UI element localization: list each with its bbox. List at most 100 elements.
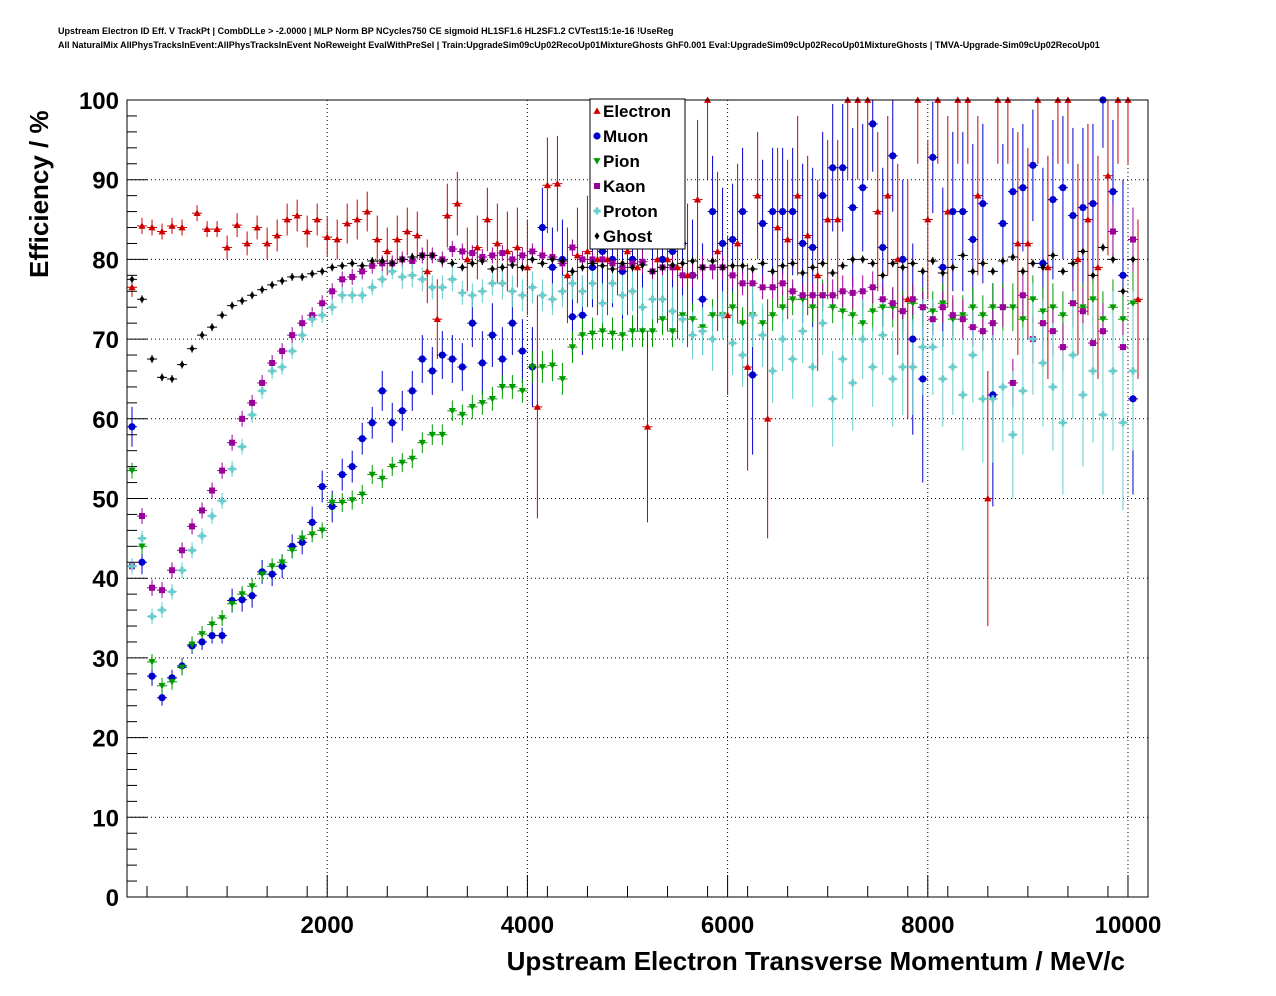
pion-point: [428, 431, 436, 439]
pion-point: [438, 431, 446, 439]
pion-point: [608, 330, 617, 338]
ghost-point: [740, 262, 746, 270]
y-tick-label: 100: [79, 88, 119, 115]
proton-point: [268, 367, 276, 375]
x-tick-label: 8000: [901, 912, 954, 939]
ghost-point: [920, 267, 926, 275]
muon-point: [588, 263, 597, 271]
ghost-point: [469, 259, 475, 267]
pion-point: [849, 312, 857, 319]
electron-point: [1094, 263, 1102, 271]
electron-point: [633, 263, 642, 271]
proton-point: [148, 612, 156, 621]
pion-point: [839, 308, 847, 315]
electron-point: [824, 215, 832, 223]
kaon-point: [589, 256, 596, 263]
kaon-point: [209, 487, 216, 494]
ghost-point: [670, 261, 676, 269]
legend-electron-marker: [593, 107, 601, 114]
electron-point: [794, 192, 802, 199]
ghost-point: [1020, 267, 1026, 275]
electron-point: [293, 211, 301, 219]
kaon-point: [139, 513, 146, 520]
muon-point: [128, 423, 136, 431]
ghost-point: [429, 251, 435, 260]
pion-point: [178, 664, 186, 672]
proton-point: [869, 363, 877, 371]
ghost-point: [539, 259, 545, 267]
electron-point: [283, 215, 291, 223]
kaon-point: [689, 272, 696, 279]
ghost-point: [589, 259, 595, 267]
ghost-point: [139, 295, 145, 303]
muon-point: [959, 207, 967, 216]
ghost-point: [229, 302, 235, 310]
muon-point: [969, 235, 977, 244]
pion-point: [358, 491, 366, 499]
ghost-point: [800, 269, 806, 277]
muon-point: [1079, 203, 1087, 212]
ghost-point: [329, 263, 335, 271]
ghost-point: [419, 251, 425, 260]
muon-point: [538, 223, 547, 232]
muon-point: [338, 470, 346, 479]
muon-point: [749, 371, 757, 379]
electron-point: [453, 200, 461, 207]
pion-point: [368, 471, 376, 479]
proton-point: [498, 279, 506, 287]
kaon-point: [1049, 328, 1056, 335]
muon-point: [488, 331, 496, 339]
electron-point: [138, 222, 146, 229]
kaon-point: [339, 276, 346, 283]
electron-point: [483, 215, 491, 223]
proton-point: [879, 331, 887, 339]
ghost-point: [479, 257, 485, 265]
ghost-point: [1080, 247, 1086, 256]
muon-point: [949, 207, 957, 216]
electron-point: [573, 251, 582, 259]
ghost-point: [940, 269, 946, 277]
pion-point: [268, 563, 276, 570]
proton-point: [819, 319, 827, 327]
pion-point: [518, 388, 526, 395]
kaon-point: [1019, 292, 1026, 299]
ghost-point: [910, 259, 916, 267]
pion-point: [378, 475, 386, 483]
pion-point: [478, 399, 486, 407]
muon-point: [909, 335, 917, 343]
kaon-point: [769, 284, 776, 291]
muon-point: [238, 596, 246, 604]
kaon-point: [319, 300, 326, 307]
ghost-point: [1030, 259, 1036, 267]
proton-point: [318, 311, 326, 319]
muon-point: [1059, 184, 1067, 192]
muon-point: [578, 311, 587, 319]
muon-point: [388, 419, 396, 427]
pion-point: [979, 312, 987, 319]
muon-point: [869, 120, 877, 128]
pion-point: [208, 621, 216, 629]
pion-point: [458, 411, 466, 419]
pion-point: [578, 332, 587, 339]
electron-point: [253, 223, 261, 231]
pion-point: [829, 304, 837, 311]
kaon-point: [359, 268, 366, 275]
proton-point: [328, 303, 336, 311]
proton-point: [248, 411, 256, 419]
legend: Electron Muon Pion Kaon Proton Ghost: [589, 98, 686, 250]
proton-point: [1069, 351, 1077, 359]
pion-point: [739, 320, 747, 327]
kaon-point: [959, 316, 966, 323]
proton-point: [608, 279, 617, 287]
kaon-point: [369, 262, 376, 269]
ghost-point: [129, 275, 135, 283]
y-tick-label: 80: [92, 247, 119, 274]
electron-point: [423, 267, 431, 275]
proton-point: [618, 291, 627, 299]
proton-point: [708, 335, 717, 343]
ghost-point: [289, 273, 295, 281]
electron-point: [178, 223, 186, 231]
kaon-point: [259, 379, 266, 386]
electron-point: [503, 247, 511, 255]
electron-point: [623, 247, 632, 255]
